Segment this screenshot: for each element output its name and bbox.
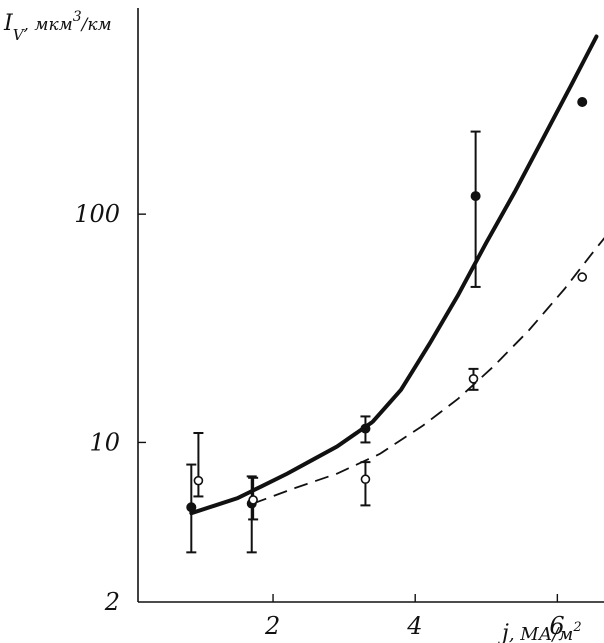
series-2 — [193, 237, 604, 521]
data-point-filled — [360, 423, 371, 434]
data-point-filled — [470, 191, 481, 202]
y-axis-label: IV, мкм3/км — [3, 9, 112, 44]
dashed-fit-curve — [252, 237, 604, 505]
data-point-filled — [577, 96, 588, 107]
x-tick-label: 2 — [264, 612, 280, 640]
series-1 — [186, 34, 599, 554]
y-tick-label: 10 — [89, 428, 120, 456]
axes — [137, 8, 604, 603]
x-axis-label-units: , МА/м — [509, 624, 574, 643]
y-axis-label-sub: V — [13, 26, 26, 44]
y-tick-label: 100 — [74, 200, 120, 228]
y-tick-label: 2 — [104, 588, 120, 616]
y-axis-label-sup: 3 — [73, 9, 82, 25]
x-axis-label-main: j — [497, 621, 509, 643]
x-axis-label-sup: 2 — [572, 620, 581, 635]
data-point-filled — [186, 502, 197, 513]
x-tick-label: 6 — [549, 612, 564, 640]
data-point-open — [248, 495, 258, 505]
y-axis-label-main: I — [3, 11, 14, 36]
solid-fit-curve — [189, 34, 599, 516]
data-point-open — [193, 475, 204, 486]
x-tick-label: 4 — [406, 612, 422, 640]
ticks — [138, 213, 559, 602]
x-axis-label: j, МА/м2 — [497, 620, 582, 643]
y-axis-label-tail: /км — [80, 15, 112, 35]
series-layer — [186, 34, 604, 554]
data-point-open — [360, 474, 371, 485]
y-axis-label-units: , мкм — [24, 15, 73, 35]
tick-labels: 2 4 6 2 10 100 — [74, 200, 564, 640]
data-point-open — [577, 272, 588, 282]
data-point-open — [468, 374, 479, 384]
